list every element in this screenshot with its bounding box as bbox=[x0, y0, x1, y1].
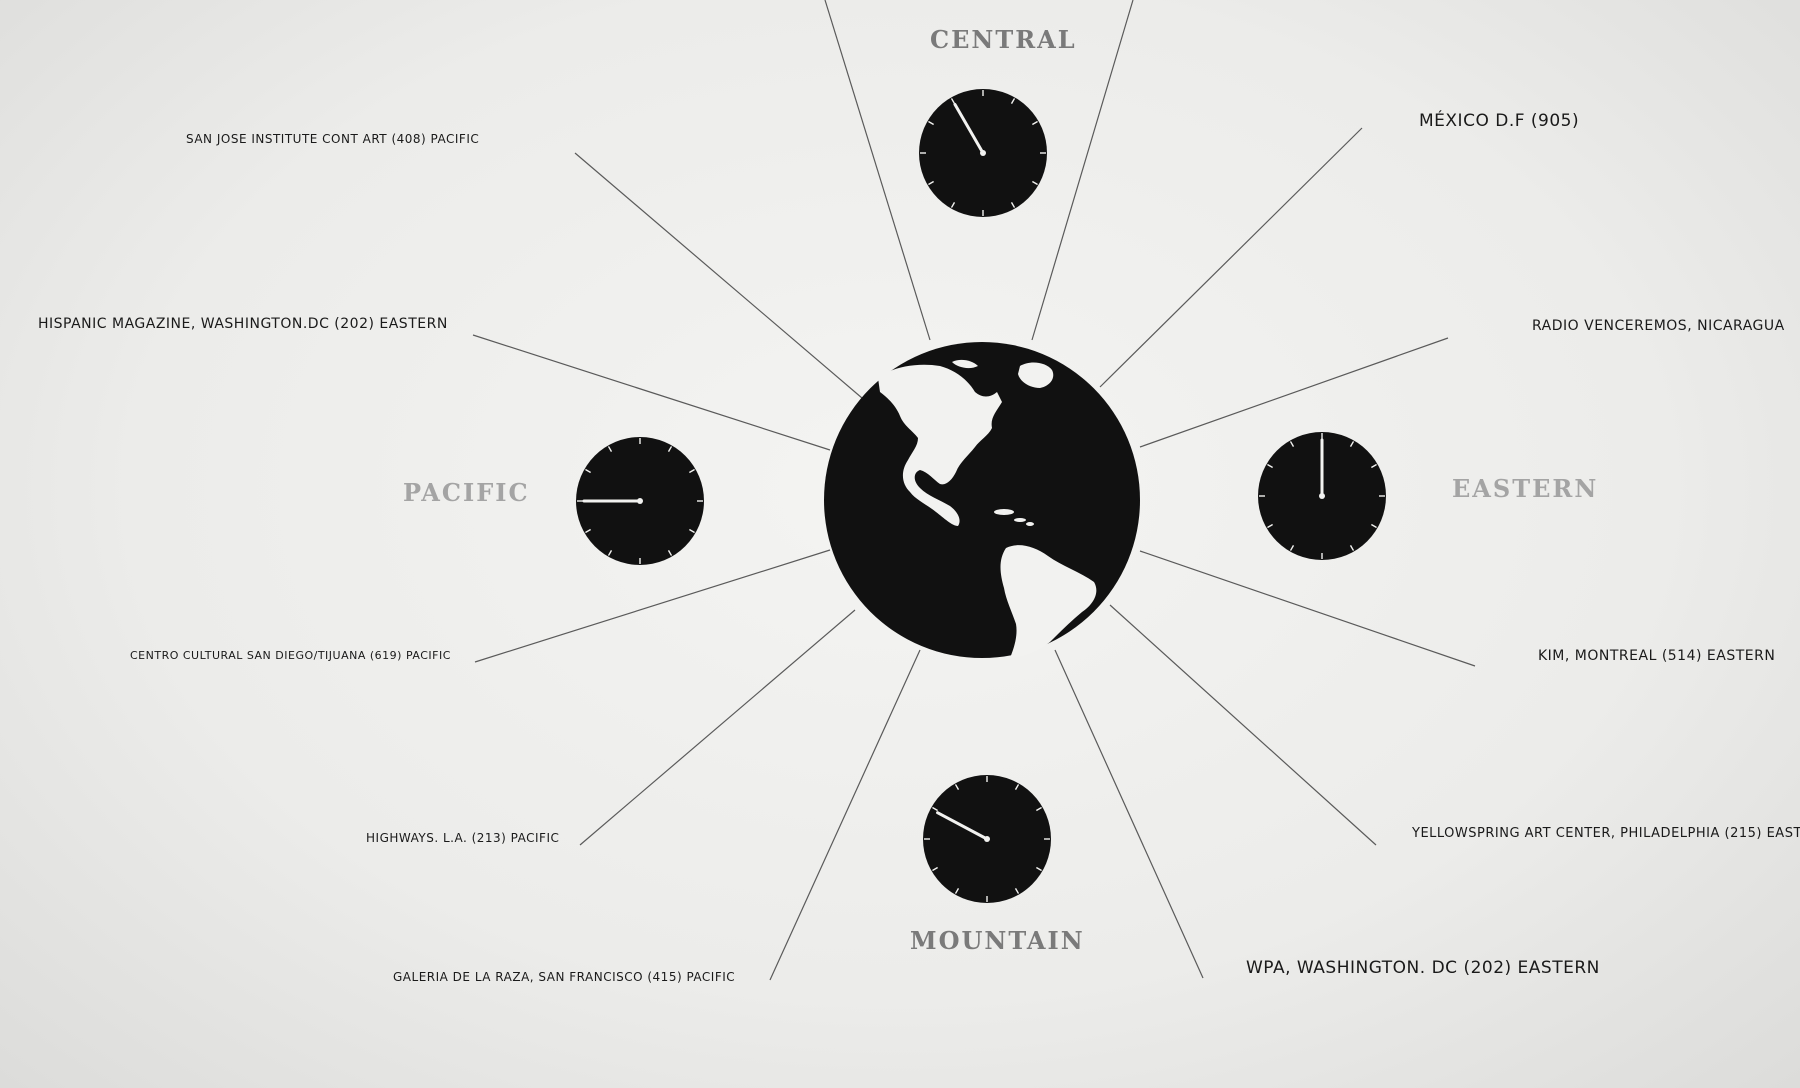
ray-san-jose bbox=[574, 152, 863, 399]
clock-icon-pacific bbox=[576, 437, 704, 565]
station-label-kim-montreal: KIM, MONTREAL (514) EASTERN bbox=[1538, 648, 1776, 664]
clock-tick bbox=[1014, 784, 1020, 790]
clock-tick bbox=[1036, 806, 1042, 812]
clock-icon-eastern bbox=[1258, 432, 1386, 560]
clock-tick bbox=[932, 806, 938, 812]
zone-label-central: CENTRAL bbox=[930, 25, 1077, 54]
clock-tick bbox=[1349, 545, 1355, 551]
station-label-hispanic-magazine: HISPANIC MAGAZINE, WASHINGTON.DC (202) E… bbox=[38, 316, 448, 332]
zone-label-eastern: EASTERN bbox=[1452, 474, 1599, 503]
station-label-san-jose: SAN JOSE INSTITUTE CONT ART (408) PACIFI… bbox=[186, 132, 480, 146]
clock-tick bbox=[1267, 463, 1273, 469]
clock-tick bbox=[1010, 202, 1016, 208]
station-label-yellowspring: YELLOWSPRING ART CENTER, PHILADELPHIA (2… bbox=[1412, 826, 1800, 841]
clock-tick bbox=[954, 784, 960, 790]
station-label-highways: HIGHWAYS. L.A. (213) PACIFIC bbox=[366, 831, 560, 845]
station-label-galeria: GALERIA DE LA RAZA, SAN FRANCISCO (415) … bbox=[393, 970, 736, 984]
zone-label-pacific: PACIFIC bbox=[403, 478, 530, 507]
clock-tick bbox=[950, 98, 956, 104]
clock-tick bbox=[1014, 888, 1020, 894]
clock-tick bbox=[607, 550, 613, 556]
clock-hub bbox=[1319, 493, 1325, 499]
clock-tick bbox=[607, 446, 613, 452]
clock-tick bbox=[667, 550, 673, 556]
ray-highways bbox=[579, 609, 856, 846]
clock-hub bbox=[984, 836, 990, 842]
clock-tick bbox=[950, 202, 956, 208]
zone-label-mountain: MOUNTAIN bbox=[910, 926, 1085, 955]
clock-hub bbox=[637, 498, 643, 504]
clock-tick bbox=[585, 468, 591, 474]
clock-tick bbox=[689, 468, 695, 474]
clock-tick bbox=[667, 446, 673, 452]
clock-hand bbox=[953, 103, 985, 155]
clock-tick bbox=[1010, 98, 1016, 104]
ray-kim bbox=[1139, 550, 1476, 667]
station-label-centro-cultural: CENTRO CULTURAL SAN DIEGO/TIJUANA (619) … bbox=[130, 649, 451, 662]
clock-tick bbox=[928, 180, 934, 186]
station-label-mexico: MÉXICO D.F (905) bbox=[1419, 111, 1580, 131]
clock-tick bbox=[1371, 463, 1377, 469]
ray-central-right bbox=[1031, 0, 1134, 341]
clock-tick bbox=[928, 120, 934, 126]
ray-radio bbox=[1139, 337, 1449, 448]
clock-tick bbox=[932, 866, 938, 872]
station-label-radio-venceremos: RADIO VENCEREMOS, NICARAGUA bbox=[1532, 318, 1785, 334]
ray-centro bbox=[474, 549, 831, 663]
clock-tick bbox=[1289, 441, 1295, 447]
clock-tick bbox=[1036, 866, 1042, 872]
clock-icon-central bbox=[919, 89, 1047, 217]
clock-tick bbox=[1267, 523, 1273, 529]
clock-tick bbox=[1371, 523, 1377, 529]
ray-central-left bbox=[824, 0, 931, 341]
ray-yellowspring bbox=[1109, 604, 1377, 846]
ray-hispanic bbox=[472, 334, 831, 451]
clock-hand bbox=[936, 811, 989, 841]
ray-wpa bbox=[1054, 649, 1204, 979]
clock-tick bbox=[1032, 120, 1038, 126]
ray-mexico bbox=[1099, 127, 1363, 388]
station-label-wpa: WPA, WASHINGTON. DC (202) EASTERN bbox=[1246, 958, 1600, 978]
clock-tick bbox=[1349, 441, 1355, 447]
clock-hub bbox=[980, 150, 986, 156]
clock-tick bbox=[585, 528, 591, 534]
clock-icon-mountain bbox=[923, 775, 1051, 903]
globe-americas-icon bbox=[824, 342, 1140, 658]
clock-tick bbox=[1289, 545, 1295, 551]
clock-tick bbox=[954, 888, 960, 894]
clock-tick bbox=[689, 528, 695, 534]
ray-galeria bbox=[769, 649, 921, 981]
clock-tick bbox=[1032, 180, 1038, 186]
